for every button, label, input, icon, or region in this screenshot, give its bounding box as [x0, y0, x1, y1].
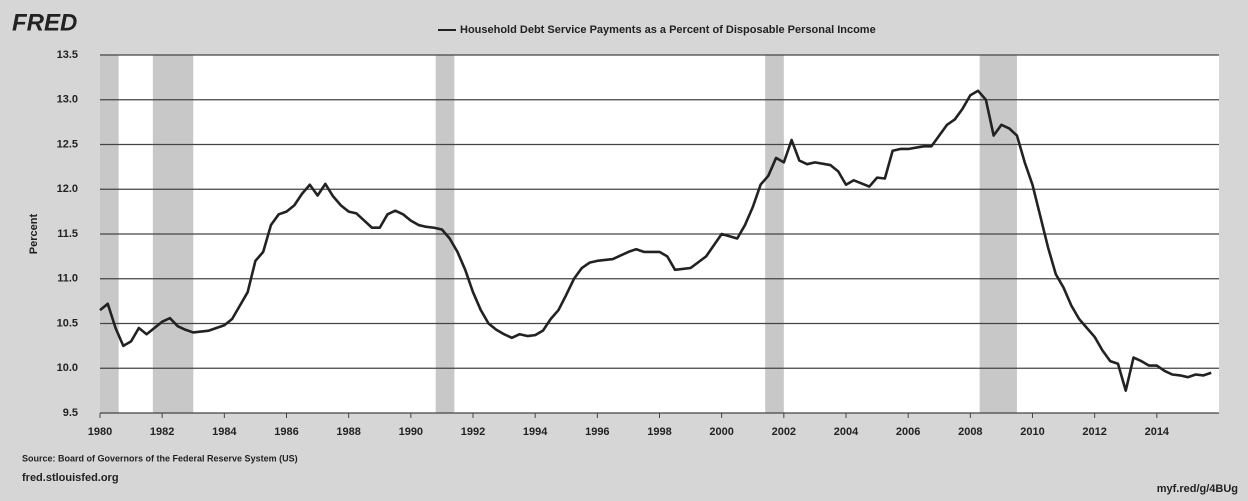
site: fred.stlouisfed.org: [22, 472, 119, 484]
x-tick-label: 2002: [772, 426, 796, 438]
x-tick-label: 2004: [834, 426, 859, 438]
x-tick-label: 1992: [461, 426, 485, 438]
y-tick-label: 9.5: [63, 407, 78, 419]
y-tick-label: 13.0: [57, 94, 78, 106]
x-tick-label: 1982: [150, 426, 174, 438]
y-tick-label: 13.5: [57, 49, 78, 61]
y-tick-label: 12.5: [57, 138, 78, 150]
x-tick-label: 2012: [1082, 426, 1106, 438]
short-link: myf.red/g/4BUg: [1157, 483, 1238, 495]
x-tick-label: 2014: [1145, 426, 1170, 438]
logo: FRED: [12, 9, 77, 36]
x-tick-label: 2000: [709, 426, 733, 438]
x-tick-label: 2006: [896, 426, 920, 438]
y-tick-label: 10.5: [57, 317, 78, 329]
x-tick-label: 1996: [585, 426, 609, 438]
y-tick-label: 11.5: [57, 228, 78, 240]
y-tick-label: 11.0: [57, 273, 78, 285]
x-tick-label: 1998: [647, 426, 671, 438]
x-tick-label: 2008: [958, 426, 982, 438]
x-tick-label: 2010: [1020, 426, 1044, 438]
x-tick-label: 1988: [336, 426, 360, 438]
y-axis-label: Percent: [28, 213, 40, 254]
x-tick-label: 1990: [399, 426, 423, 438]
x-tick-label: 1986: [274, 426, 298, 438]
x-tick-label: 1984: [212, 426, 237, 438]
x-tick-label: 1994: [523, 426, 548, 438]
source: Source: Board of Governors of the Federa…: [22, 453, 298, 463]
data-line: [99, 89, 1212, 392]
y-tick-label: 10.0: [57, 362, 78, 374]
y-tick-label: 12.0: [57, 183, 78, 195]
legend-label: Household Debt Service Payments as a Per…: [460, 24, 876, 36]
x-tick-label: 1980: [88, 426, 112, 438]
